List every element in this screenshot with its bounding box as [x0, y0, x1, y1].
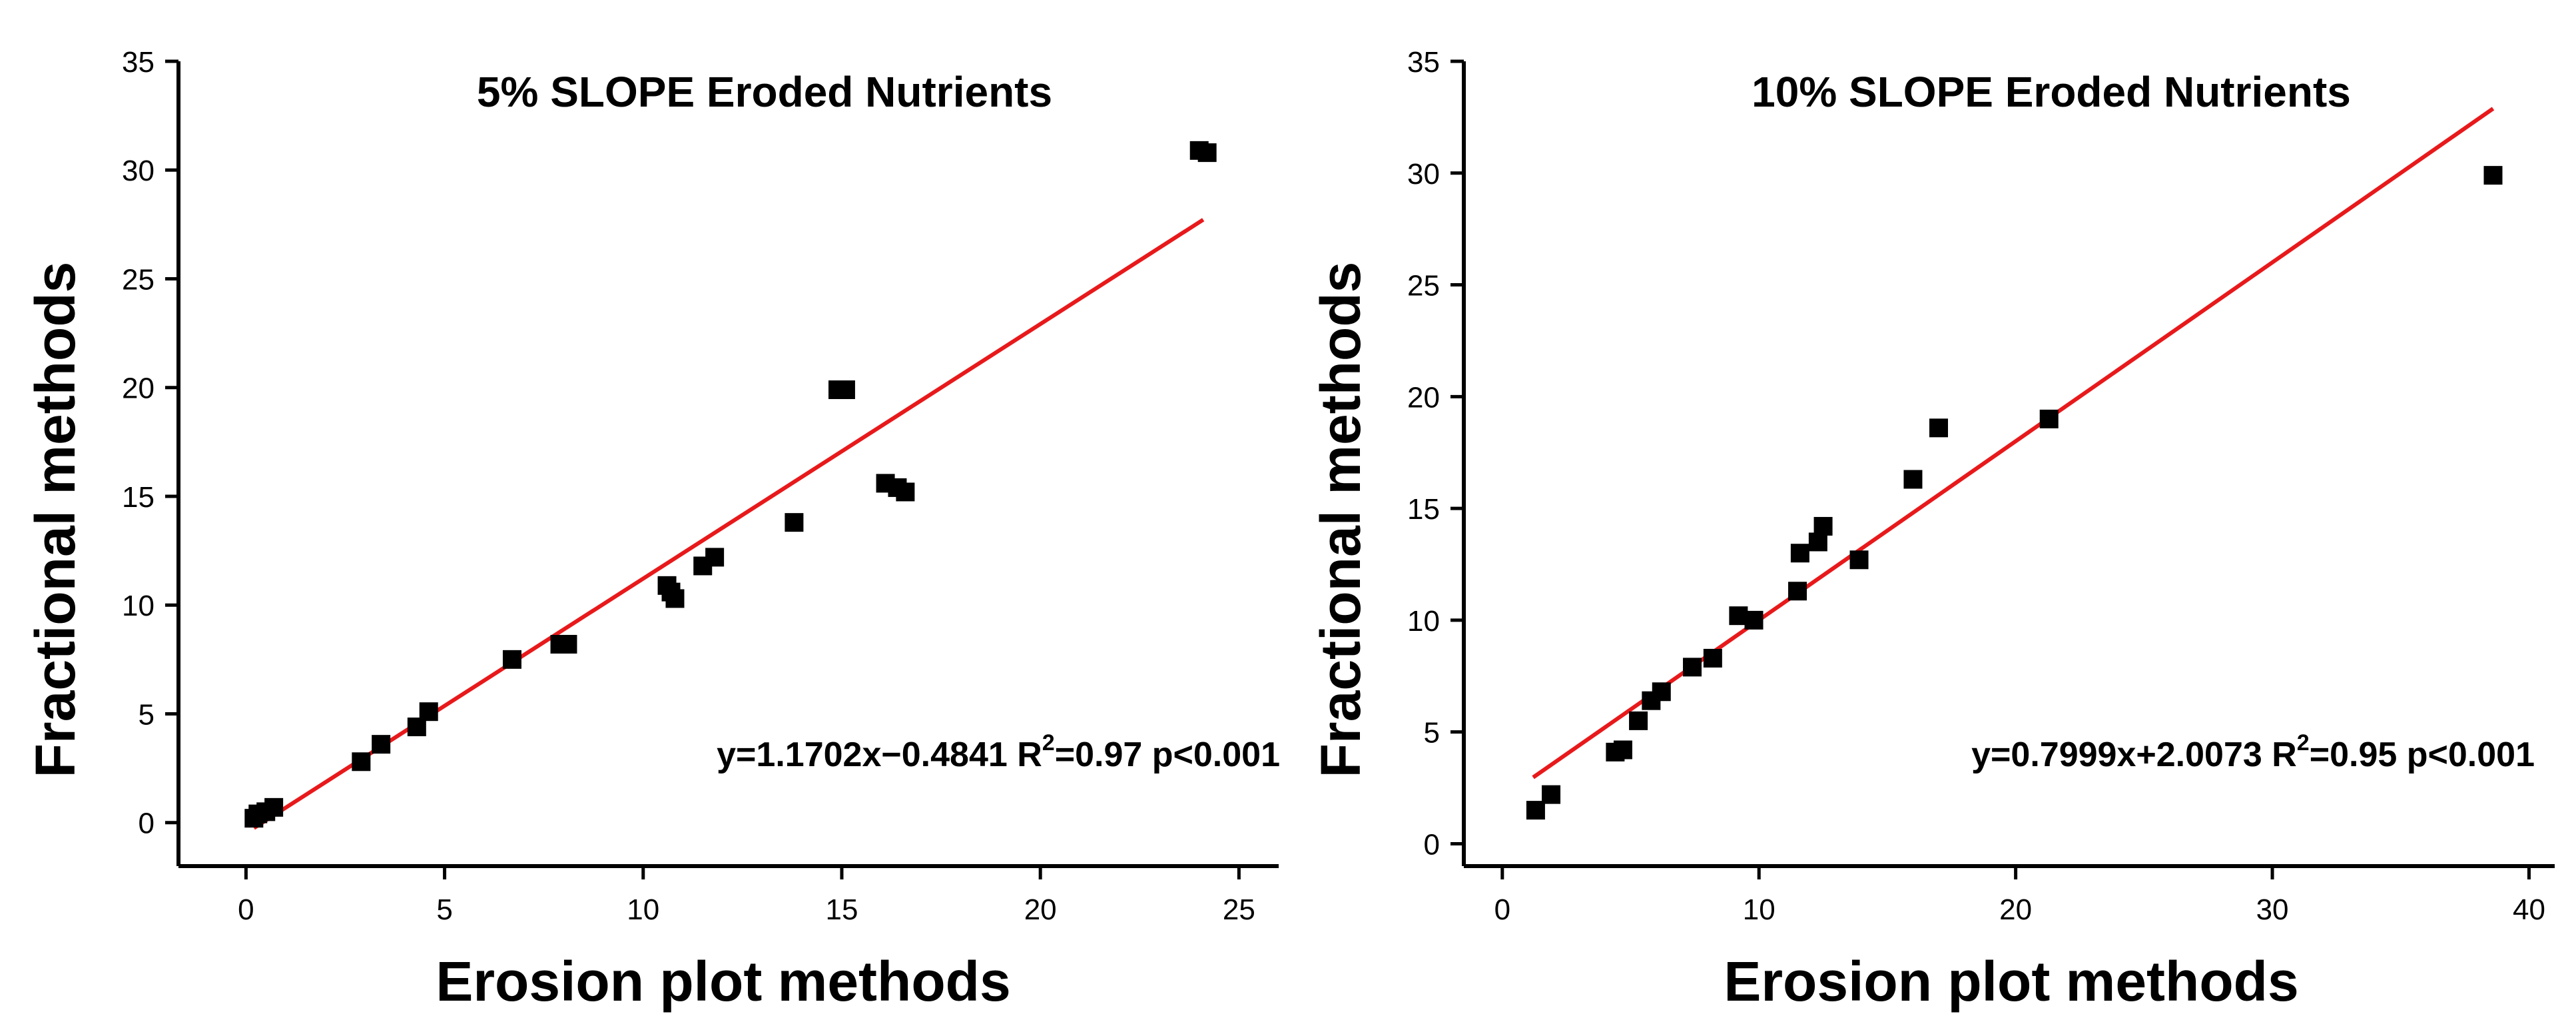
y-tick-label: 15	[122, 481, 155, 514]
regression-annotation: y=1.1702x−0.4841 R2=0.97 p<0.001	[717, 730, 1280, 774]
x-tick-label: 5	[436, 893, 452, 926]
data-point	[785, 513, 804, 532]
y-tick-label: 35	[1407, 46, 1440, 79]
y-tick-label: 25	[1407, 270, 1440, 302]
x-axis-label: Erosion plot methods	[1724, 950, 2298, 1013]
data-point	[2039, 409, 2059, 428]
data-point	[372, 735, 391, 754]
data-point	[264, 797, 284, 817]
data-point	[1813, 516, 1833, 536]
data-point	[1808, 532, 1827, 552]
x-tick-label: 10	[627, 893, 659, 926]
x-tick-label: 15	[825, 893, 858, 926]
data-point	[1526, 801, 1545, 820]
x-axis-label: Erosion plot methods	[436, 950, 1010, 1013]
y-axis-label: Fractional methods	[1309, 262, 1372, 778]
regression-stats: =0.95 p<0.001	[2310, 736, 2535, 774]
data-point	[1744, 610, 1764, 630]
data-point	[1703, 648, 1722, 668]
fit-group	[1532, 107, 2495, 779]
y-tick-label: 30	[1407, 158, 1440, 191]
y-tick-label: 5	[139, 698, 155, 731]
regression-annotation: y=0.7999x+2.0073 R2=0.95 p<0.001	[1971, 730, 2535, 774]
data-point	[836, 380, 855, 399]
data-point	[1629, 711, 1648, 730]
x-tick-label: 25	[1223, 893, 1255, 926]
data-point	[2483, 166, 2503, 185]
y-tick-label: 0	[1424, 828, 1440, 861]
axes: 0 5 10 15 20 25 30 35 0 10 20 30 40	[1407, 46, 2555, 926]
regression-equation: y=0.7999x+2.0073 R	[1971, 736, 2297, 774]
x-tick-label: 20	[1024, 893, 1057, 926]
data-point	[1788, 582, 1807, 601]
points-group	[1526, 166, 2503, 820]
axes: 0 5 10 15 20 25 30 35 0 5 10 15 20 25	[122, 46, 1279, 926]
regression-stats: =0.97 p<0.001	[1055, 736, 1280, 774]
y-tick-label: 30	[122, 155, 155, 187]
y-axis-label: Fractional methods	[24, 262, 87, 778]
x-tick-label: 40	[2513, 893, 2545, 926]
y-tick-label: 35	[122, 46, 155, 79]
data-point	[1903, 470, 1923, 489]
chart-right-10-percent-slope: 10% SLOPE Eroded Nutrients Fractional me…	[1309, 46, 2555, 1013]
data-point	[705, 548, 725, 567]
data-point	[1542, 785, 1561, 804]
data-point	[1849, 550, 1869, 570]
y-tick-label: 20	[122, 372, 155, 405]
x-tick-label: 0	[238, 893, 254, 926]
y-tick-label: 10	[1407, 605, 1440, 638]
chart-left-5-percent-slope: 5% SLOPE Eroded Nutrients Fractional met…	[24, 46, 1280, 1013]
x-tick-label: 10	[1743, 893, 1775, 926]
chart-title: 10% SLOPE Eroded Nutrients	[1752, 68, 2351, 116]
data-point	[352, 752, 371, 771]
data-point	[419, 702, 438, 722]
y-tick-label: 0	[139, 807, 155, 840]
y-tick-label: 10	[122, 590, 155, 622]
data-point	[665, 589, 685, 608]
data-point	[1613, 740, 1632, 760]
data-point	[1929, 418, 1949, 438]
y-tick-label: 20	[1407, 381, 1440, 414]
r-squared-superscript: 2	[2297, 730, 2310, 756]
x-tick-label: 20	[1999, 893, 2032, 926]
regression-equation: y=1.1702x−0.4841 R	[717, 736, 1042, 774]
data-point	[558, 634, 577, 654]
r-squared-superscript: 2	[1042, 730, 1055, 756]
y-tick-label: 25	[122, 263, 155, 296]
data-point	[1683, 658, 1702, 677]
chart-title: 5% SLOPE Eroded Nutrients	[477, 68, 1052, 116]
x-tick-label: 0	[1494, 893, 1510, 926]
x-tick-label: 30	[2256, 893, 2289, 926]
y-tick-label: 5	[1424, 717, 1440, 750]
data-point	[1197, 143, 1217, 163]
data-point	[1790, 544, 1809, 563]
data-point	[1652, 682, 1671, 702]
data-point	[502, 650, 521, 669]
data-point	[896, 482, 915, 502]
regression-line	[1532, 107, 2495, 779]
y-tick-label: 15	[1407, 493, 1440, 526]
points-group	[244, 141, 1217, 828]
